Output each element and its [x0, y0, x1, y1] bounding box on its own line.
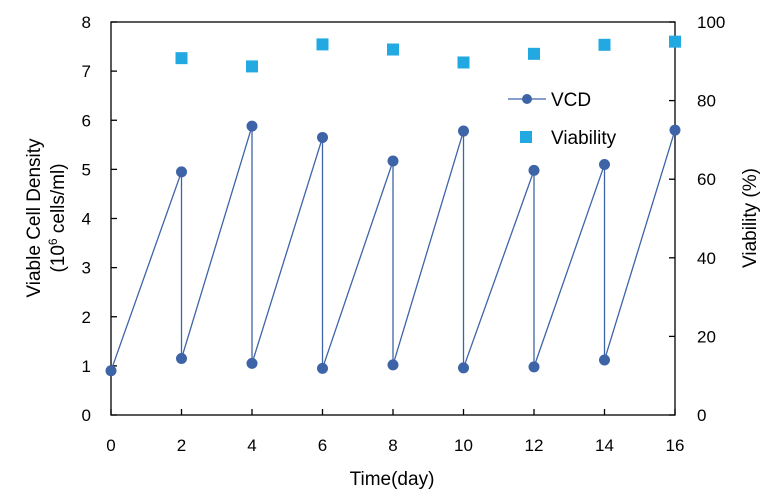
x-tick-label: 14	[595, 436, 614, 455]
left-y-axis-title-line2: (106 cells/ml)	[46, 163, 69, 272]
x-axis-ticks: 0 2 4 6 8 10 12 14 16	[106, 409, 684, 455]
left-y-tick-label: 7	[82, 62, 91, 81]
right-y-axis-ticks: 0 20 40 60 80 100	[669, 13, 725, 425]
right-y-tick-label: 40	[697, 249, 716, 268]
x-tick-label: 0	[106, 436, 115, 455]
left-y-axis-ticks: 0 1 2 3 4 5 6 7 8	[82, 13, 117, 425]
right-y-tick-label: 20	[697, 327, 716, 346]
vcd-point	[176, 166, 187, 178]
legend: VCD Viability	[508, 90, 617, 149]
vcd-point	[599, 158, 610, 170]
vcd-point	[528, 361, 540, 373]
left-y-tick-label: 8	[82, 13, 91, 32]
x-tick-label: 8	[388, 436, 397, 455]
vcd-point	[317, 362, 328, 374]
vcd-point	[669, 124, 681, 136]
vcd-point	[317, 131, 328, 143]
series-layer	[105, 35, 681, 377]
viability-point	[387, 43, 399, 56]
vcd-point	[176, 353, 187, 365]
x-tick-label: 16	[666, 436, 685, 455]
x-tick-label: 4	[247, 436, 256, 455]
left-y-axis-title-line1: Viable Cell Density	[24, 138, 45, 298]
legend-vcd-marker	[522, 94, 532, 104]
right-y-tick-label: 80	[697, 92, 716, 111]
right-y-axis-title: Viability (%)	[740, 168, 761, 268]
x-tick-label: 2	[177, 436, 186, 455]
x-tick-label: 10	[454, 436, 473, 455]
x-tick-label: 6	[318, 436, 327, 455]
vcd-point	[387, 359, 399, 371]
vcd-point	[387, 155, 399, 167]
left-y-tick-label: 3	[82, 259, 91, 278]
viability-point	[175, 52, 188, 65]
legend-viability-label: Viability	[551, 128, 617, 149]
left-y-tick-label: 0	[82, 406, 91, 425]
viability-point	[528, 47, 540, 60]
viability-point	[457, 56, 470, 69]
vcd-point	[105, 365, 117, 377]
viability-point	[316, 38, 329, 51]
left-y-tick-label: 2	[82, 308, 91, 327]
left-y-tick-label: 5	[82, 160, 91, 179]
vcd-point	[599, 354, 610, 366]
vcd-point	[528, 164, 540, 176]
x-axis-title: Time(day)	[350, 469, 435, 490]
vcd-point	[246, 120, 258, 132]
viability-point	[598, 38, 611, 51]
viability-point	[669, 35, 681, 48]
vcd-point	[458, 125, 469, 137]
viability-point	[246, 60, 258, 73]
vcd-point	[458, 362, 469, 374]
x-tick-label: 12	[525, 436, 544, 455]
right-y-tick-label: 60	[697, 170, 716, 189]
left-y-tick-label: 6	[82, 111, 91, 130]
left-y-tick-label: 4	[82, 210, 91, 229]
vcd-series-line	[110, 125, 676, 372]
right-y-tick-label: 0	[697, 406, 706, 425]
legend-viability-marker	[520, 131, 532, 143]
vcd-point	[246, 357, 258, 369]
right-y-tick-label: 100	[697, 13, 725, 32]
left-y-tick-label: 1	[82, 357, 91, 376]
legend-vcd-label: VCD	[551, 90, 591, 111]
